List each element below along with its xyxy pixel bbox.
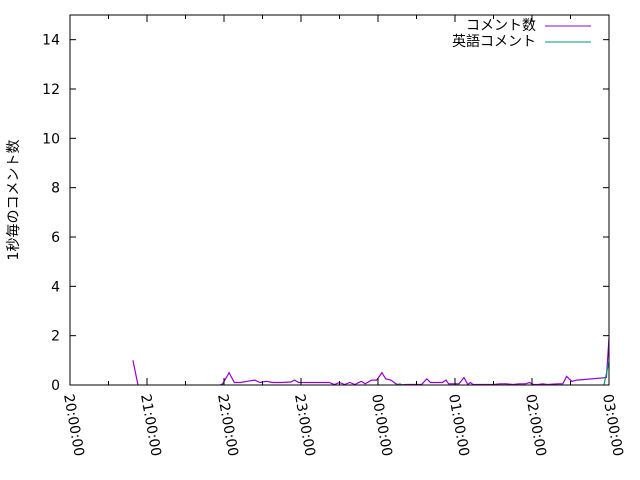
x-tick-label: 01:00:00 bbox=[445, 393, 472, 458]
y-tick-label: 6 bbox=[51, 230, 60, 246]
series-line-0 bbox=[132, 360, 139, 386]
x-tick-label: 00:00:00 bbox=[368, 393, 395, 458]
x-tick-label: 03:00:00 bbox=[599, 393, 626, 458]
plot-lines bbox=[132, 338, 610, 386]
x-tick-label: 20:00:00 bbox=[60, 393, 87, 458]
x-tick-label: 21:00:00 bbox=[137, 393, 164, 458]
y-tick-label: 14 bbox=[42, 33, 60, 49]
plot-frame bbox=[69, 14, 610, 386]
series-line-0 bbox=[219, 338, 610, 386]
series-line-1 bbox=[603, 361, 610, 386]
y-tick-label: 12 bbox=[42, 82, 60, 98]
legend: コメント数 英語コメント bbox=[452, 18, 591, 50]
x-tick-label: 23:00:00 bbox=[291, 393, 318, 458]
axis-ticks: 0 2 4 6 8 10 12 14 20:00:00 21:00:00 22:00:00 23:00… bbox=[42, 15, 626, 458]
y-tick-label: 2 bbox=[51, 329, 60, 345]
y-tick-label: 10 bbox=[42, 131, 60, 147]
legend-label-0: コメント数 bbox=[466, 18, 536, 34]
legend-label-1: 英語コメント bbox=[452, 33, 536, 50]
x-tick-label: 02:00:00 bbox=[522, 393, 549, 458]
y-tick-label: 8 bbox=[51, 181, 60, 197]
x-tick-label: 22:00:00 bbox=[214, 393, 241, 458]
y-axis-label: 1秒毎のコメント数 bbox=[6, 140, 22, 261]
y-tick-label: 0 bbox=[51, 378, 60, 394]
y-tick-label: 4 bbox=[51, 279, 60, 295]
